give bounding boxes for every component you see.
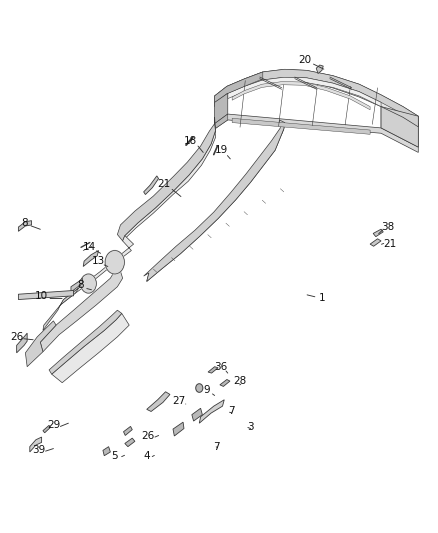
Text: 39: 39	[32, 446, 45, 455]
Text: 8: 8	[21, 218, 28, 228]
Polygon shape	[215, 72, 263, 103]
Polygon shape	[117, 124, 215, 241]
Polygon shape	[147, 392, 170, 411]
Polygon shape	[215, 93, 228, 124]
Polygon shape	[125, 438, 135, 447]
Polygon shape	[228, 77, 381, 107]
Polygon shape	[52, 313, 129, 383]
Text: 18: 18	[184, 136, 197, 146]
Text: 7: 7	[213, 442, 220, 451]
Text: 38: 38	[381, 222, 394, 231]
Polygon shape	[43, 288, 79, 330]
Polygon shape	[60, 236, 134, 305]
Text: 21: 21	[158, 179, 171, 189]
Polygon shape	[232, 82, 370, 110]
Circle shape	[81, 274, 96, 293]
Text: 5: 5	[111, 451, 118, 461]
Text: 3: 3	[247, 423, 254, 432]
Polygon shape	[43, 425, 50, 433]
Polygon shape	[18, 290, 74, 300]
Polygon shape	[30, 437, 42, 452]
Polygon shape	[103, 447, 110, 456]
Polygon shape	[381, 107, 418, 147]
Circle shape	[196, 384, 203, 392]
Text: 20: 20	[298, 55, 311, 65]
Polygon shape	[215, 69, 418, 127]
Polygon shape	[144, 176, 159, 195]
Polygon shape	[316, 65, 323, 74]
Polygon shape	[215, 114, 418, 152]
Text: 9: 9	[203, 385, 210, 395]
Text: 13: 13	[92, 256, 105, 266]
Polygon shape	[215, 69, 418, 127]
Polygon shape	[381, 107, 418, 147]
Polygon shape	[373, 229, 383, 237]
Text: 26: 26	[141, 431, 155, 441]
Polygon shape	[199, 400, 224, 423]
Polygon shape	[370, 239, 381, 246]
Polygon shape	[71, 278, 82, 292]
Text: 27: 27	[172, 396, 185, 406]
Polygon shape	[124, 426, 132, 435]
Polygon shape	[192, 408, 202, 421]
Text: 28: 28	[233, 376, 247, 385]
Text: 10: 10	[35, 292, 48, 301]
Text: 21: 21	[383, 239, 396, 249]
Polygon shape	[173, 422, 184, 436]
Polygon shape	[25, 321, 56, 367]
Circle shape	[105, 251, 124, 274]
Polygon shape	[220, 379, 230, 386]
Polygon shape	[215, 114, 228, 129]
Text: 8: 8	[77, 280, 84, 290]
Polygon shape	[40, 261, 123, 352]
Polygon shape	[123, 117, 215, 241]
Polygon shape	[49, 310, 122, 374]
Text: 19: 19	[215, 146, 228, 155]
Text: 7: 7	[228, 407, 235, 416]
Text: 1: 1	[318, 294, 325, 303]
Text: 14: 14	[83, 242, 96, 252]
Text: 36: 36	[215, 362, 228, 372]
Polygon shape	[83, 251, 99, 266]
Polygon shape	[208, 367, 218, 373]
Text: 26: 26	[10, 332, 23, 342]
Polygon shape	[18, 221, 32, 231]
Polygon shape	[147, 123, 285, 281]
Polygon shape	[17, 333, 27, 353]
Text: 29: 29	[47, 421, 60, 430]
Polygon shape	[144, 120, 285, 281]
Text: 4: 4	[143, 451, 150, 461]
Polygon shape	[232, 118, 370, 134]
